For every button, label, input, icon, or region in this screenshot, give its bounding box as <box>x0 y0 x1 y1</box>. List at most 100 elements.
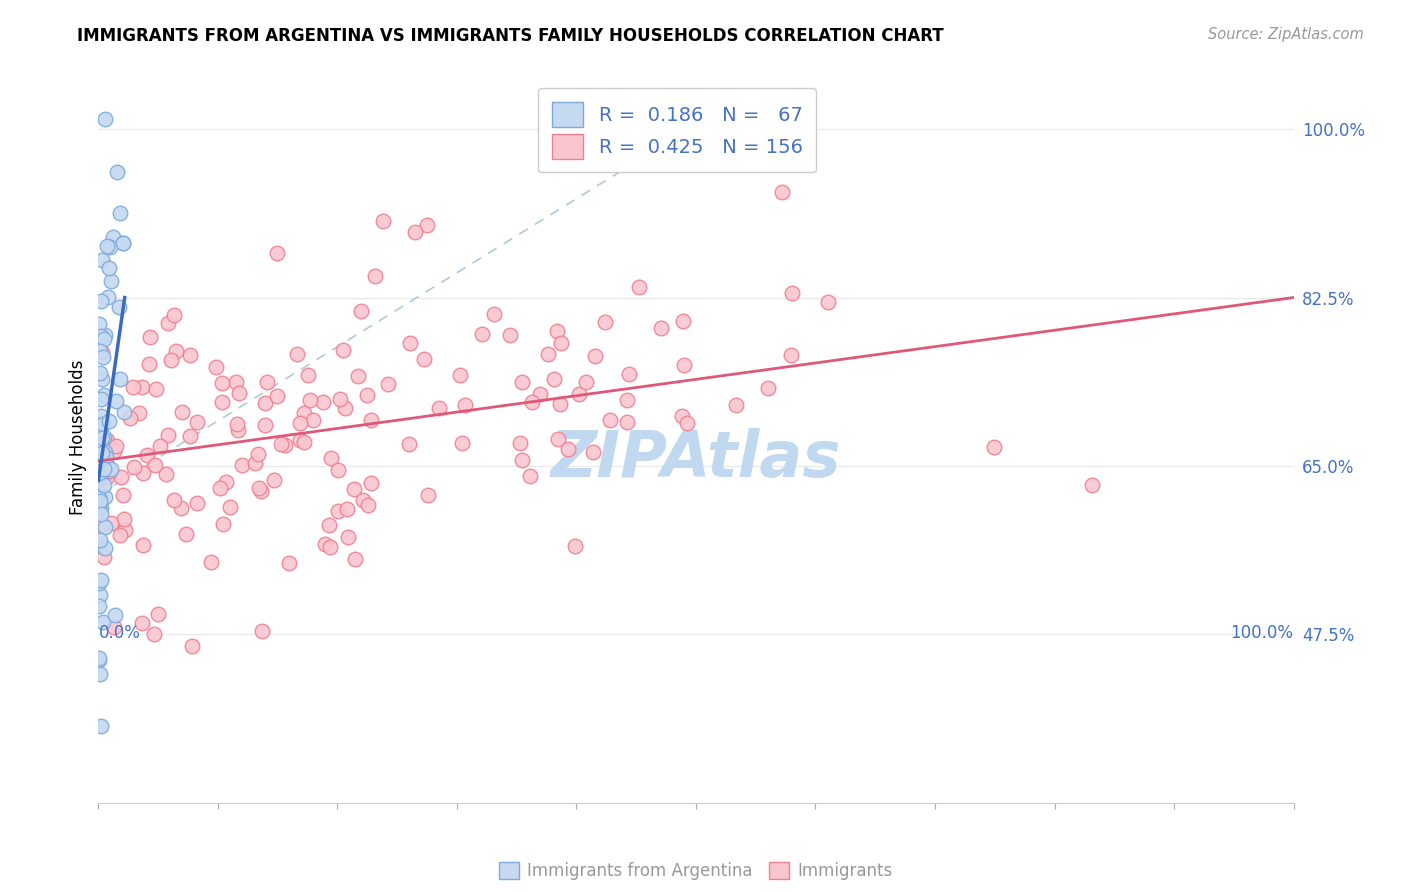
Point <box>97 290 120 304</box>
Point <box>756 381 779 395</box>
Point <box>159 352 181 367</box>
Point <box>332 343 354 358</box>
Point <box>326 503 349 517</box>
Point <box>212 516 235 531</box>
Point <box>90 328 112 343</box>
Point <box>567 387 589 401</box>
Point <box>471 326 494 341</box>
Point <box>285 347 308 361</box>
Point <box>250 484 273 499</box>
Point <box>499 328 522 343</box>
Point <box>292 406 315 420</box>
Point <box>96 458 118 472</box>
Point <box>449 368 471 382</box>
Point <box>350 304 373 318</box>
Point <box>98 260 121 275</box>
Point <box>312 395 335 409</box>
Text: 0.0%: 0.0% <box>98 624 141 641</box>
Point <box>132 466 155 480</box>
Point <box>208 481 231 495</box>
Point <box>100 462 122 476</box>
Point <box>89 538 111 552</box>
Point <box>91 350 114 364</box>
Point <box>252 624 274 638</box>
Point <box>616 392 638 407</box>
Point <box>484 307 506 321</box>
Point <box>104 439 127 453</box>
Point <box>211 376 233 390</box>
Point <box>111 488 134 502</box>
Point <box>352 492 374 507</box>
Point <box>94 541 117 555</box>
Point <box>245 456 267 470</box>
Point <box>543 371 565 385</box>
Point <box>278 556 301 570</box>
Point <box>547 432 569 446</box>
Point <box>93 388 115 402</box>
Point <box>91 252 114 267</box>
Point <box>336 530 359 544</box>
Point <box>174 527 197 541</box>
Point <box>363 268 385 283</box>
Point <box>128 406 150 420</box>
Point <box>356 388 378 402</box>
Point <box>108 372 131 386</box>
Legend: Immigrants from Argentina, Immigrants: Immigrants from Argentina, Immigrants <box>492 855 900 887</box>
Point <box>676 416 699 430</box>
Point <box>90 453 112 467</box>
Point <box>318 517 340 532</box>
Point <box>575 375 598 389</box>
Point <box>163 492 186 507</box>
Point <box>101 229 124 244</box>
Point <box>98 464 121 478</box>
Point <box>671 409 693 424</box>
Point <box>93 550 115 565</box>
Point <box>215 475 238 489</box>
Point <box>335 502 357 516</box>
Point <box>89 667 111 681</box>
Point <box>1080 477 1102 491</box>
Point <box>298 393 321 408</box>
Point <box>650 320 672 334</box>
Point <box>112 511 135 525</box>
Point <box>399 335 422 350</box>
Point <box>537 347 560 361</box>
Point <box>724 398 747 412</box>
Point <box>112 235 135 250</box>
Point <box>564 539 586 553</box>
Point <box>329 392 352 406</box>
Point <box>266 388 288 402</box>
Point <box>263 473 285 487</box>
Point <box>90 418 112 433</box>
Point <box>91 518 114 533</box>
Point <box>89 533 111 547</box>
Point <box>139 330 162 344</box>
Point <box>179 348 201 362</box>
Point <box>98 240 121 254</box>
Point <box>155 467 177 481</box>
Point <box>557 442 579 456</box>
Point <box>89 366 111 380</box>
Point <box>377 376 399 391</box>
Point <box>121 380 143 394</box>
Point <box>131 380 153 394</box>
Point <box>246 447 269 461</box>
Point <box>780 348 803 362</box>
Point <box>297 368 319 382</box>
Point <box>87 651 110 665</box>
Point <box>87 599 110 613</box>
Point <box>131 615 153 630</box>
Point <box>509 436 531 450</box>
Point <box>326 463 349 477</box>
Point <box>103 608 125 623</box>
Point <box>163 308 186 322</box>
Point <box>593 314 616 328</box>
Point <box>90 507 112 521</box>
Point <box>256 376 278 390</box>
Point <box>89 494 111 508</box>
Point <box>103 620 125 634</box>
Point <box>599 413 621 427</box>
Point <box>94 520 117 534</box>
Point <box>510 376 533 390</box>
Point <box>94 328 117 343</box>
